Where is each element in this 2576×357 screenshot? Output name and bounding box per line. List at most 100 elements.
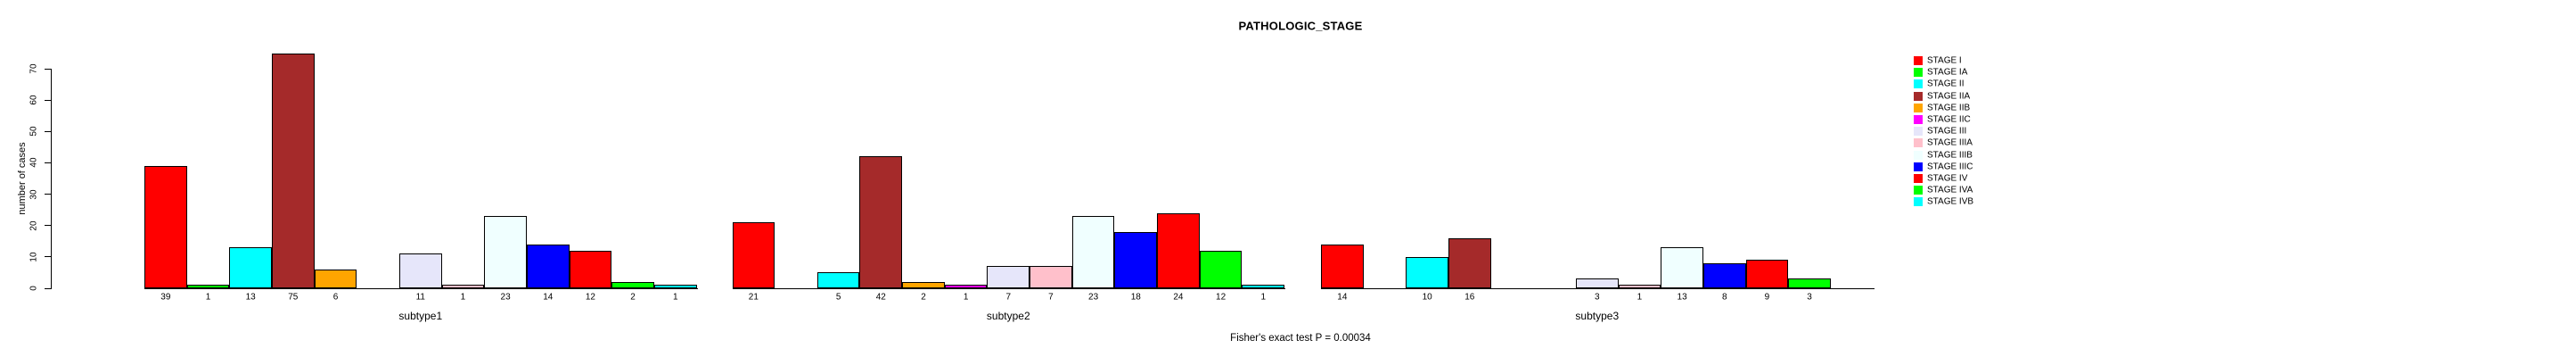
bar-stage-iiia [1618, 285, 1661, 289]
bar-value-label: 23 [500, 292, 511, 303]
legend-swatch-stage-iva [1914, 186, 1923, 195]
legend-swatch-stage-ia [1914, 68, 1923, 78]
bar-value-label: 10 [1422, 292, 1432, 303]
y-tick-label: 50 [29, 126, 39, 137]
bar-value-label: 6 [332, 292, 339, 303]
bar-stage-ia [186, 285, 230, 289]
bar-stage-iiia [441, 285, 485, 289]
legend-swatch-stage-iiib [1914, 150, 1923, 160]
bar-stage-ivb [653, 285, 697, 289]
legend-label: STAGE II [1927, 79, 1965, 89]
y-tick-label: 10 [29, 252, 39, 262]
bar-stage-iva [611, 281, 654, 289]
bar-stage-iiic [1114, 231, 1158, 289]
legend-swatch-stage-iiia [1914, 138, 1923, 148]
y-tick-mark [45, 68, 51, 70]
bar-value-label: 8 [1721, 292, 1727, 303]
legend-label: STAGE III [1927, 126, 1967, 137]
legend-label: STAGE IIIB [1927, 150, 1973, 161]
bar-stage-iia [271, 53, 315, 289]
bar-stage-iii [398, 253, 442, 289]
bar-stage-iii [1575, 278, 1619, 289]
y-tick-label: 20 [29, 220, 39, 231]
bar-value-label: 3 [1595, 292, 1600, 303]
bar-stage-ivb [1242, 285, 1285, 289]
bar-value-label: 7 [1048, 292, 1054, 303]
bar-stage-i [732, 222, 775, 289]
legend-swatch-stage-i [1914, 56, 1923, 65]
bar-value-label: 1 [1260, 292, 1267, 303]
bar-stage-ii [229, 247, 272, 289]
bar-stage-iv [1745, 260, 1789, 289]
y-tick-label: 70 [29, 63, 39, 74]
bar-stage-iiic [1702, 262, 1746, 289]
legend-swatch-stage-ii [1914, 79, 1923, 89]
bar-value-label: 75 [288, 292, 299, 303]
legend-label: STAGE IVB [1927, 196, 1974, 207]
y-tick-mark [45, 130, 51, 132]
bar-stage-iia [1448, 237, 1491, 289]
bar-value-label: 14 [543, 292, 554, 303]
bar-stage-iiib [1071, 216, 1115, 289]
bar-stage-iv [1157, 212, 1200, 289]
bar-stage-i [144, 165, 187, 289]
bar-value-label: 1 [205, 292, 211, 303]
bar-value-label: 14 [1337, 292, 1348, 303]
bar-value-label: 1 [963, 292, 969, 303]
bar-value-label: 12 [585, 292, 595, 303]
legend-label: STAGE IIIC [1927, 162, 1973, 172]
legend-label: STAGE IA [1927, 67, 1968, 78]
chart-title: PATHOLOGIC_STAGE [1238, 19, 1363, 33]
legend-swatch-stage-iic [1914, 115, 1923, 124]
bar-stage-iva [1788, 278, 1831, 289]
legend-swatch-stage-iii [1914, 127, 1923, 137]
y-tick-mark [45, 162, 51, 163]
bar-stage-iiic [526, 244, 570, 289]
bar-stage-iia [859, 156, 903, 289]
bar-value-label: 23 [1088, 292, 1099, 303]
bar-value-label: 1 [460, 292, 466, 303]
group-label-subtype1: subtype1 [398, 310, 443, 322]
group-label-subtype2: subtype2 [986, 310, 1030, 322]
bar-value-label: 2 [921, 292, 926, 303]
fisher-test-annotation: Fisher's exact test P = 0.00034 [1230, 333, 1371, 344]
bar-value-label: 2 [630, 292, 636, 303]
bar-value-label: 9 [1764, 292, 1770, 303]
legend-label: STAGE IIB [1927, 103, 1971, 113]
legend-label: STAGE IIIA [1927, 137, 1973, 148]
y-tick-mark [45, 99, 51, 101]
bar-stage-ii [816, 272, 860, 289]
y-tick-mark [45, 287, 51, 289]
bar-value-label: 11 [415, 292, 425, 303]
y-axis-label: number of cases [17, 142, 28, 215]
bar-stage-iiib [1661, 247, 1703, 289]
bar-value-label: 7 [1005, 292, 1012, 303]
bar-value-label: 13 [1677, 292, 1687, 303]
bar-stage-iv [569, 250, 612, 289]
y-tick-label: 60 [29, 95, 39, 105]
legend-swatch-stage-iib [1914, 103, 1923, 112]
bar-value-label: 24 [1173, 292, 1184, 303]
bar-stage-iiia [1030, 266, 1072, 289]
bar-stage-iib [314, 269, 357, 289]
bar-value-label: 16 [1464, 292, 1475, 303]
bar-stage-iva [1199, 250, 1243, 289]
bar-value-label: 12 [1216, 292, 1226, 303]
y-tick-mark [45, 256, 51, 258]
bar-stage-ii [1406, 256, 1448, 289]
bar-value-label: 13 [245, 292, 256, 303]
bar-value-label: 18 [1130, 292, 1141, 303]
bar-value-label: 39 [160, 292, 171, 303]
bar-stage-i [1321, 244, 1364, 289]
bar-value-label: 5 [835, 292, 841, 303]
group-label-subtype3: subtype3 [1575, 310, 1620, 322]
legend-label: STAGE IIA [1927, 91, 1971, 102]
y-tick-mark [45, 194, 51, 195]
legend-swatch-stage-iv [1914, 174, 1923, 183]
legend-label: STAGE IIC [1927, 114, 1971, 125]
y-tick-label: 40 [29, 157, 39, 169]
legend-swatch-stage-ivb [1914, 197, 1923, 207]
y-tick-label: 30 [29, 189, 39, 200]
bar-value-label: 1 [1637, 292, 1643, 303]
bar-stage-iib [902, 281, 945, 289]
